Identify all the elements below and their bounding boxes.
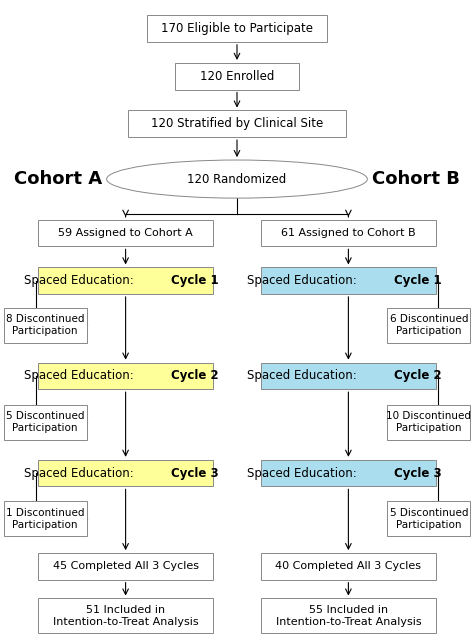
FancyBboxPatch shape [261,460,436,486]
Text: 120 Randomized: 120 Randomized [187,173,287,185]
Text: 5 Discontinued
Participation: 5 Discontinued Participation [390,508,468,530]
Text: Spaced Education:: Spaced Education: [24,467,138,479]
FancyBboxPatch shape [38,598,213,634]
Text: Spaced Education:: Spaced Education: [247,370,361,382]
FancyBboxPatch shape [387,405,470,439]
Text: Cycle 2: Cycle 2 [393,370,441,382]
Text: Spaced Education:: Spaced Education: [24,370,138,382]
Text: Cycle 3: Cycle 3 [171,467,219,479]
FancyBboxPatch shape [38,553,213,580]
Text: Spaced Education:: Spaced Education: [247,467,361,479]
Text: Cycle 1: Cycle 1 [171,274,219,287]
FancyBboxPatch shape [4,308,86,343]
Ellipse shape [107,160,367,198]
Text: 120 Enrolled: 120 Enrolled [200,70,274,83]
Text: 6 Discontinued
Participation: 6 Discontinued Participation [390,314,468,336]
FancyBboxPatch shape [261,553,436,580]
FancyBboxPatch shape [387,308,470,343]
Text: Cohort A: Cohort A [14,170,102,188]
Text: 170 Eligible to Participate: 170 Eligible to Participate [161,22,313,35]
Text: 59 Assigned to Cohort A: 59 Assigned to Cohort A [58,228,193,238]
FancyBboxPatch shape [38,363,213,389]
Text: Cycle 3: Cycle 3 [393,467,441,479]
Text: 55 Included in
Intention-to-Treat Analysis: 55 Included in Intention-to-Treat Analys… [275,605,421,627]
FancyBboxPatch shape [147,15,327,42]
Text: 40 Completed All 3 Cycles: 40 Completed All 3 Cycles [275,561,421,572]
FancyBboxPatch shape [261,598,436,634]
FancyBboxPatch shape [38,460,213,486]
FancyBboxPatch shape [261,363,436,389]
FancyBboxPatch shape [387,502,470,536]
Text: Cohort B: Cohort B [372,170,460,188]
Text: 10 Discontinued
Participation: 10 Discontinued Participation [386,411,472,433]
Text: Spaced Education:: Spaced Education: [24,274,138,287]
FancyBboxPatch shape [38,267,213,294]
Text: 45 Completed All 3 Cycles: 45 Completed All 3 Cycles [53,561,199,572]
FancyBboxPatch shape [261,267,436,294]
Text: 120 Stratified by Clinical Site: 120 Stratified by Clinical Site [151,117,323,130]
Text: Spaced Education:: Spaced Education: [247,274,361,287]
FancyBboxPatch shape [4,405,86,439]
Text: 8 Discontinued
Participation: 8 Discontinued Participation [6,314,84,336]
Text: Cycle 1: Cycle 1 [393,274,441,287]
Text: 1 Discontinued
Participation: 1 Discontinued Participation [6,508,84,530]
FancyBboxPatch shape [261,220,436,246]
Text: 5 Discontinued
Participation: 5 Discontinued Participation [6,411,84,433]
FancyBboxPatch shape [175,63,299,90]
Text: 61 Assigned to Cohort B: 61 Assigned to Cohort B [281,228,416,238]
FancyBboxPatch shape [4,502,86,536]
Text: 51 Included in
Intention-to-Treat Analysis: 51 Included in Intention-to-Treat Analys… [53,605,199,627]
FancyBboxPatch shape [128,110,346,137]
FancyBboxPatch shape [38,220,213,246]
Text: Cycle 2: Cycle 2 [171,370,219,382]
